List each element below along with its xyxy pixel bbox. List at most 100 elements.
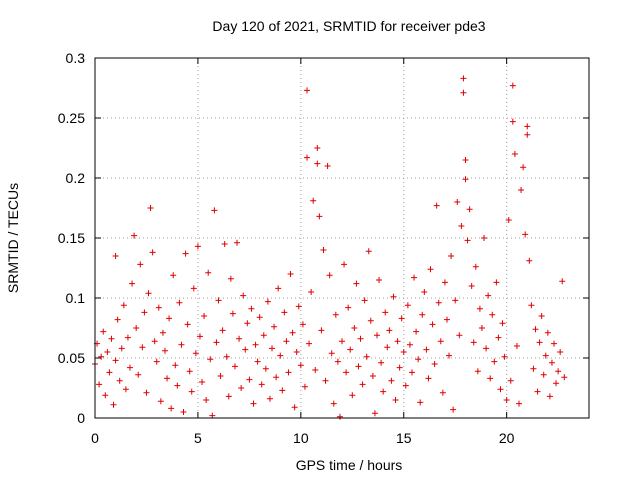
data-point (357, 335, 364, 342)
data-point (264, 298, 271, 305)
data-point (520, 164, 527, 171)
data-point (524, 123, 531, 130)
data-point (353, 280, 360, 287)
data-point (100, 328, 107, 335)
data-point (203, 397, 210, 403)
data-point (126, 364, 133, 371)
data-point (509, 82, 516, 89)
data-point (190, 285, 197, 292)
y-tick-label: 0.1 (66, 290, 86, 306)
data-point (522, 231, 529, 238)
data-point (106, 369, 113, 376)
data-point (279, 387, 286, 394)
data-point (559, 278, 566, 285)
data-point (258, 381, 265, 388)
data-point (213, 339, 220, 346)
data-point (145, 290, 152, 297)
chart-title: Day 120 of 2021, SRMTID for receiver pde… (212, 18, 485, 34)
data-point (149, 249, 156, 256)
data-point (227, 275, 234, 282)
data-point (139, 344, 146, 351)
data-point (509, 118, 516, 125)
data-point (275, 285, 282, 292)
data-point (129, 280, 136, 287)
data-point (168, 405, 175, 412)
data-point (408, 369, 415, 376)
data-point (411, 274, 418, 281)
plot-frame (94, 57, 590, 419)
data-point (250, 400, 257, 407)
grid (95, 58, 589, 418)
data-point (423, 346, 430, 353)
data-point (361, 297, 368, 304)
data-point (376, 277, 383, 283)
data-point (373, 332, 380, 339)
data-point (398, 315, 405, 322)
data-point (234, 239, 241, 246)
data-point (304, 154, 311, 161)
data-point (526, 257, 533, 264)
data-point (131, 232, 138, 239)
data-point (456, 332, 463, 339)
data-point (402, 382, 409, 389)
data-point (419, 311, 426, 318)
data-point (349, 392, 356, 399)
data-point (446, 352, 453, 359)
data-point (219, 327, 226, 334)
data-point (157, 398, 164, 405)
data-point (98, 353, 105, 360)
y-tick-label: 0.05 (58, 350, 85, 366)
data-point (458, 223, 465, 229)
data-point (114, 316, 121, 323)
data-point (513, 343, 520, 349)
data-point (196, 333, 203, 340)
data-point (254, 358, 261, 365)
data-point (96, 381, 103, 388)
data-point (256, 314, 263, 321)
x-tick-label: 20 (499, 430, 515, 446)
data-point (365, 248, 372, 255)
data-point (355, 363, 362, 370)
data-point (487, 375, 494, 382)
x-axis-label: GPS time / hours (296, 457, 403, 473)
data-point (334, 358, 341, 365)
data-point (180, 409, 187, 415)
data-point (221, 241, 228, 247)
data-point (382, 309, 389, 316)
data-point (207, 356, 214, 363)
data-point (293, 349, 300, 355)
data-point (223, 353, 230, 360)
data-point (236, 335, 243, 342)
data-point (427, 266, 434, 273)
data-point (314, 145, 321, 151)
data-point (161, 347, 168, 354)
x-tick-label: 5 (194, 430, 202, 446)
data-point (540, 371, 547, 378)
data-point (516, 400, 523, 407)
data-point (406, 341, 413, 348)
data-point (544, 329, 551, 336)
data-point (371, 410, 378, 417)
data-point (497, 386, 504, 393)
data-point (122, 386, 129, 393)
data-point (143, 389, 150, 396)
data-point (493, 279, 500, 286)
data-point (314, 160, 321, 167)
data-point (192, 350, 199, 357)
data-point (347, 346, 354, 353)
data-points (92, 75, 568, 420)
data-point (555, 368, 562, 375)
y-tick-label: 0.2 (66, 170, 86, 186)
data-point (448, 253, 455, 259)
data-point (388, 377, 395, 384)
data-point (413, 328, 420, 335)
data-point (231, 363, 238, 370)
data-point (295, 303, 302, 310)
data-point (283, 338, 290, 345)
data-point (476, 305, 483, 312)
data-point (359, 381, 366, 388)
data-point (343, 369, 350, 376)
data-point (330, 400, 337, 407)
data-point (524, 131, 531, 138)
